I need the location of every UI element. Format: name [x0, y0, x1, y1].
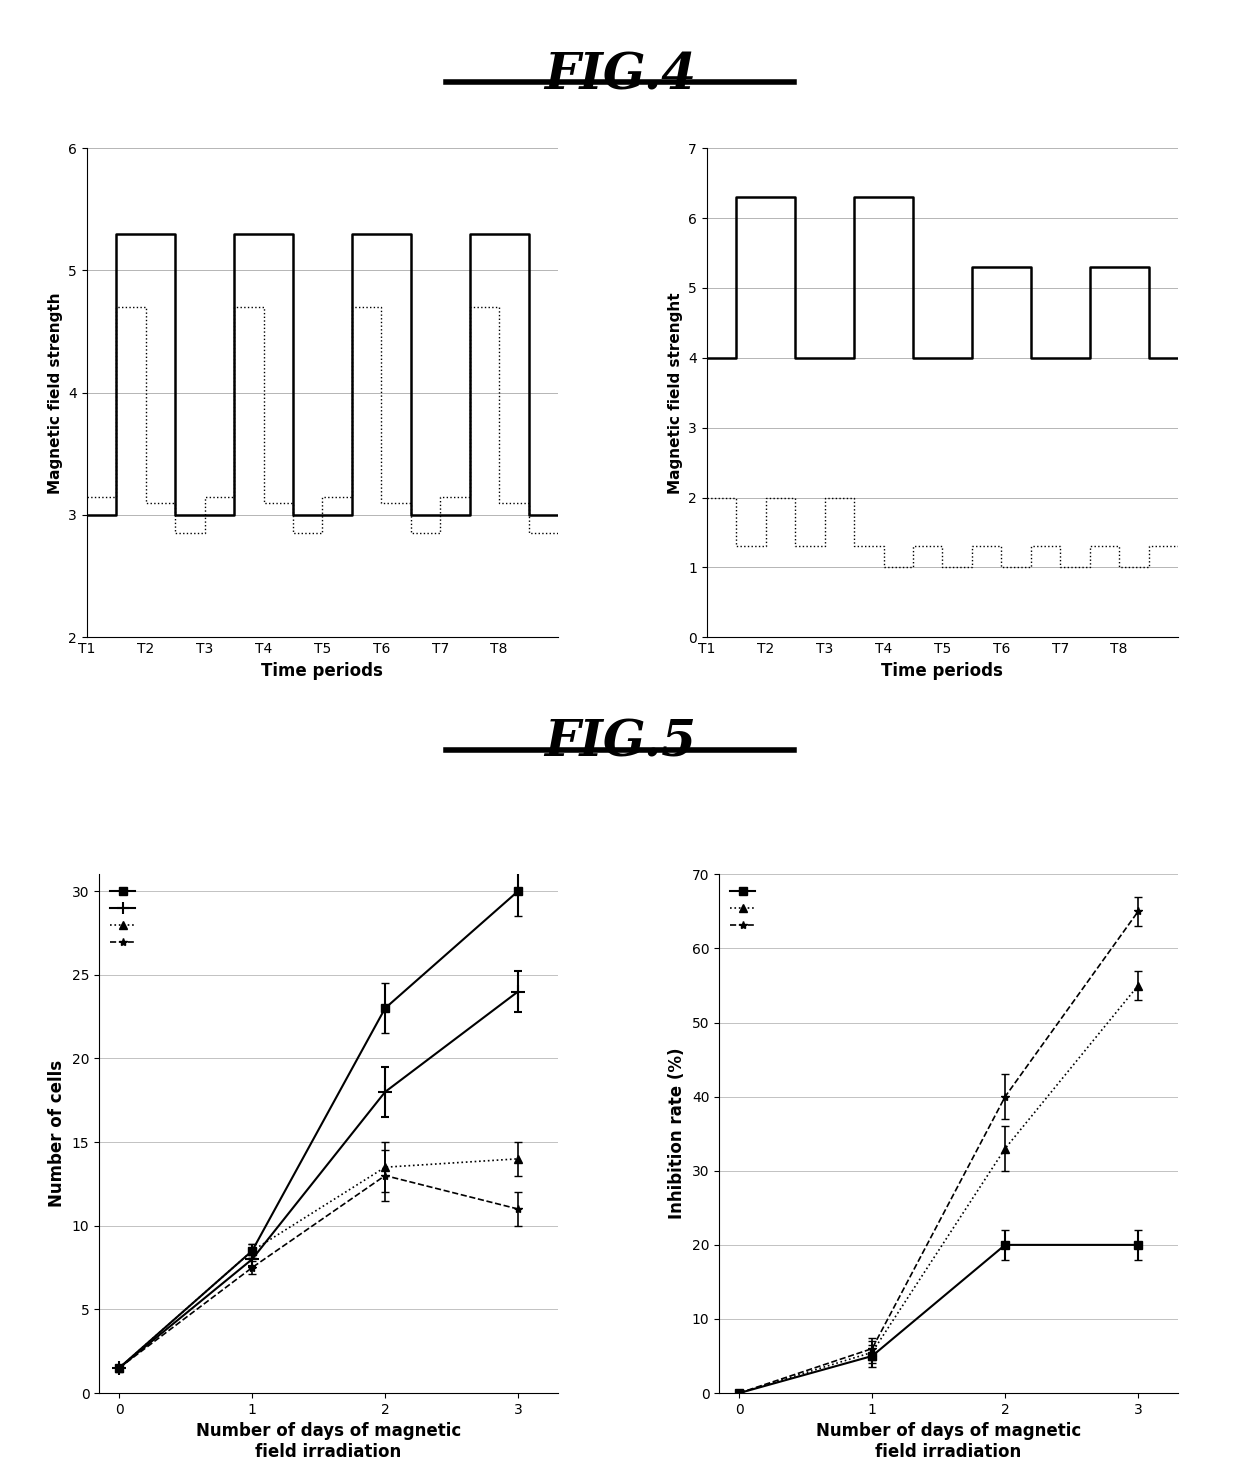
Legend: , , : , , [725, 880, 766, 937]
X-axis label: Number of days of magnetic
field irradiation: Number of days of magnetic field irradia… [816, 1423, 1081, 1461]
Y-axis label: Number of cells: Number of cells [48, 1060, 66, 1208]
Y-axis label: Inhibition rate (%): Inhibition rate (%) [668, 1048, 686, 1220]
Text: FIG.5: FIG.5 [544, 719, 696, 768]
Y-axis label: Magnetic field strength: Magnetic field strength [47, 292, 63, 494]
X-axis label: Time periods: Time periods [262, 661, 383, 680]
Y-axis label: Magnetic field strenght: Magnetic field strenght [667, 292, 683, 494]
Text: FIG.4: FIG.4 [544, 52, 696, 101]
X-axis label: Number of days of magnetic
field irradiation: Number of days of magnetic field irradia… [196, 1423, 461, 1461]
X-axis label: Time periods: Time periods [882, 661, 1003, 680]
Legend: , , , : , , , [105, 880, 146, 954]
